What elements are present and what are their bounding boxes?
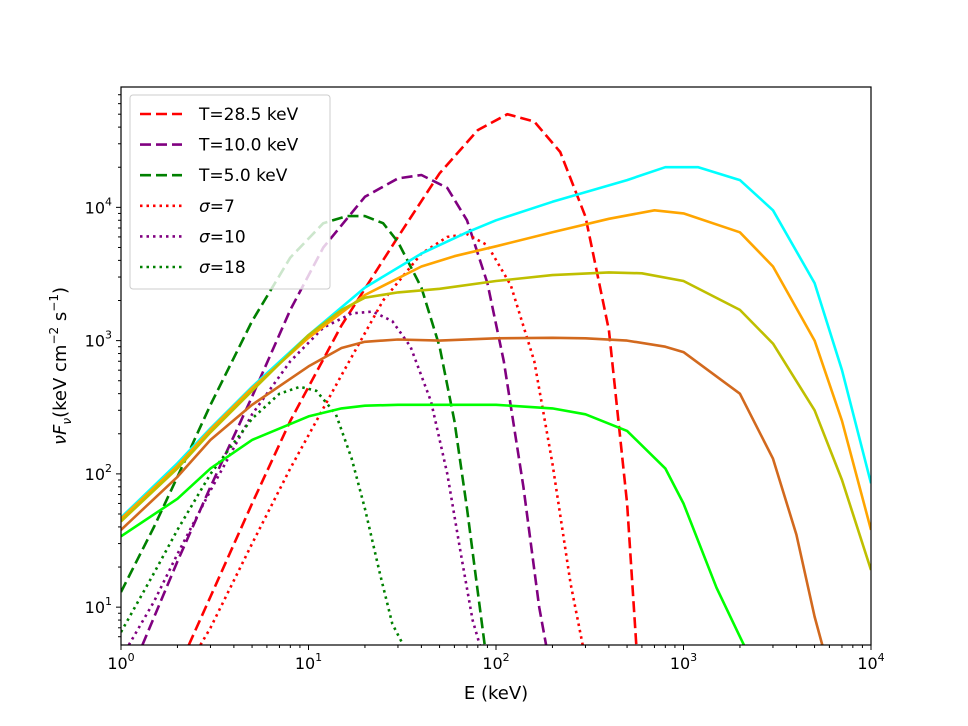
y-tick-exp: 1 — [105, 595, 112, 608]
series-line-3 — [199, 232, 584, 645]
legend-label-2: T=5.0 keV — [198, 166, 288, 186]
legend-label-4: σ=10 — [199, 227, 246, 247]
y-tick-label-1: 102 — [85, 462, 112, 484]
legend-sigma-value: =10 — [210, 227, 246, 247]
x-tick-label-4: 104 — [857, 651, 884, 673]
series-line-10 — [121, 403, 746, 645]
y-tick-exp: 4 — [105, 195, 112, 208]
y-label-close: ) — [50, 287, 71, 294]
x-axis-label: E (keV) — [464, 683, 528, 704]
legend-sigma: σ — [199, 227, 211, 247]
y-tick-exp: 3 — [105, 329, 112, 342]
y-tick-base: 10 — [85, 198, 105, 217]
series-line-5 — [121, 385, 405, 645]
series-layer — [121, 112, 871, 645]
y-label-f: F — [50, 424, 71, 435]
x-tick-label-1: 101 — [295, 651, 322, 673]
y-tick-label-0: 101 — [85, 595, 112, 617]
legend-label-0: T=28.5 keV — [198, 105, 299, 125]
legend-sigma: σ — [199, 197, 211, 217]
x-tick-exp: 1 — [315, 651, 322, 664]
y-label-nu: ν — [50, 435, 71, 445]
series-line-2 — [121, 214, 486, 645]
x-tick-base: 10 — [482, 654, 502, 673]
legend-label-5: σ=18 — [199, 258, 246, 278]
legend-label-1: T=10.0 keV — [198, 136, 299, 156]
legend-label-3: σ=7 — [199, 197, 235, 217]
legend-sigma: σ — [199, 258, 211, 278]
legend-sigma-value: =7 — [210, 197, 235, 217]
x-tick-exp: 2 — [503, 651, 510, 664]
x-tick-exp: 4 — [878, 651, 885, 664]
legend-sigma-value: =18 — [210, 258, 246, 278]
series-line-9 — [121, 336, 824, 645]
y-tick-exp: 2 — [105, 462, 112, 475]
y-label-sub: ν — [60, 418, 74, 425]
x-tick-base: 10 — [107, 654, 127, 673]
y-axis-label: νFν(keV cm−2 s−1) — [47, 287, 74, 445]
x-tick-exp: 0 — [128, 651, 135, 664]
y-tick-base: 10 — [85, 598, 105, 617]
x-tick-base: 10 — [670, 654, 690, 673]
x-tick-label-0: 100 — [107, 651, 134, 673]
x-tick-base: 10 — [295, 654, 315, 673]
series-line-8 — [121, 271, 871, 571]
x-tick-exp: 3 — [690, 651, 697, 664]
y-tick-base: 10 — [85, 332, 105, 351]
y-label-exp1: −2 — [47, 327, 61, 345]
x-tick-label-3: 103 — [670, 651, 697, 673]
series-line-7 — [121, 209, 871, 531]
series-line-0 — [187, 112, 638, 645]
x-tick-label-2: 102 — [482, 651, 509, 673]
series-line-1 — [141, 173, 548, 645]
y-label-exp2: −1 — [47, 294, 61, 312]
y-label-mid: s — [50, 312, 71, 327]
y-tick-base: 10 — [85, 465, 105, 484]
x-tick-base: 10 — [857, 654, 877, 673]
y-label-unit: (keV cm — [50, 345, 71, 418]
y-tick-label-3: 104 — [85, 195, 112, 217]
y-tick-label-2: 103 — [85, 329, 112, 351]
series-line-4 — [127, 310, 482, 645]
